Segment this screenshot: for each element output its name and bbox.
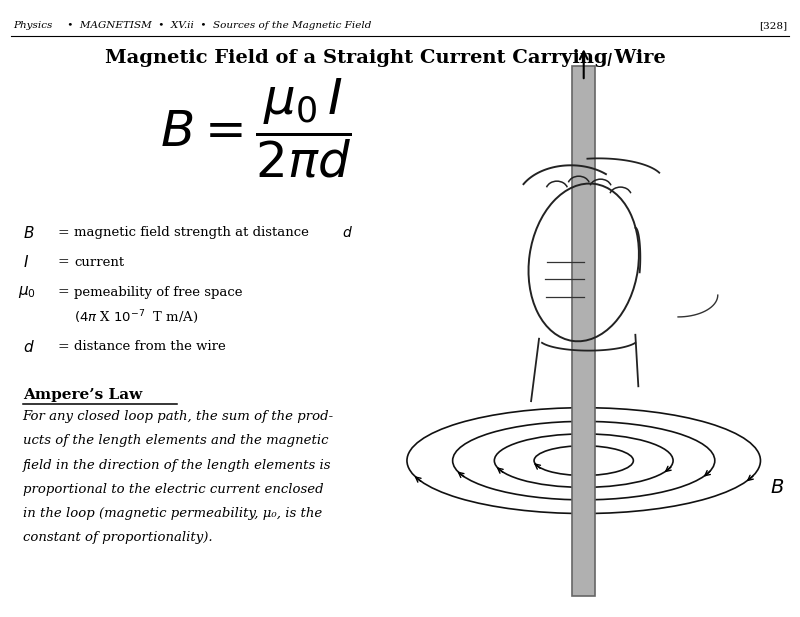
Text: $I$: $I$ <box>22 254 29 270</box>
Text: $I$: $I$ <box>606 52 612 70</box>
Text: field in the direction of the length elements is: field in the direction of the length ele… <box>22 458 331 471</box>
Text: distance from the wire: distance from the wire <box>74 340 226 353</box>
Text: =: = <box>58 285 69 299</box>
Text: proportional to the electric current enclosed: proportional to the electric current enc… <box>22 483 323 496</box>
Text: Physics: Physics <box>13 21 52 30</box>
Text: =: = <box>58 339 69 354</box>
Text: ucts of the length elements and the magnetic: ucts of the length elements and the magn… <box>22 434 328 447</box>
Text: magnetic field strength at distance: magnetic field strength at distance <box>74 226 314 239</box>
Text: in the loop (magnetic permeability, μ₀, is the: in the loop (magnetic permeability, μ₀, … <box>22 507 322 520</box>
Text: $B = \dfrac{\mu_0\, I}{2\pi d}$: $B = \dfrac{\mu_0\, I}{2\pi d}$ <box>160 77 352 180</box>
Text: pemeability of free space: pemeability of free space <box>74 286 242 299</box>
Text: $B$: $B$ <box>770 479 785 497</box>
Text: For any closed loop path, the sum of the prod-: For any closed loop path, the sum of the… <box>22 410 334 423</box>
Text: [328]: [328] <box>759 21 787 30</box>
Text: constant of proportionality).: constant of proportionality). <box>22 531 212 544</box>
Text: current: current <box>74 256 125 269</box>
Bar <box>572 66 595 597</box>
Text: =: = <box>58 226 69 239</box>
Text: $d$: $d$ <box>22 339 34 355</box>
Text: =: = <box>58 255 69 270</box>
Text: $d$: $d$ <box>342 225 354 240</box>
Text: Ampere’s Law: Ampere’s Law <box>22 388 142 402</box>
Text: $(4\pi$ X $10^{-7}$  T m/A): $(4\pi$ X $10^{-7}$ T m/A) <box>74 308 199 326</box>
Text: $B$: $B$ <box>22 225 34 241</box>
Text: •  MAGNETISM  •  XV.ii  •  Sources of the Magnetic Field: • MAGNETISM • XV.ii • Sources of the Mag… <box>64 21 372 30</box>
Text: $\mu_0$: $\mu_0$ <box>18 284 36 300</box>
Text: Magnetic Field of a Straight Current Carrying Wire: Magnetic Field of a Straight Current Car… <box>105 49 666 67</box>
